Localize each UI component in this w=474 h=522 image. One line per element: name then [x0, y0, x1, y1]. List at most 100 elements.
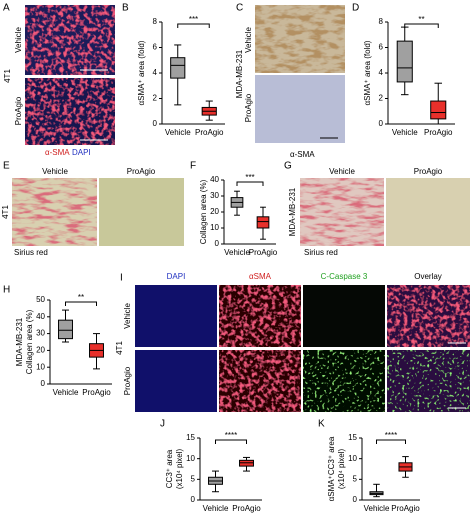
micrograph	[99, 178, 184, 246]
column-label: ProAgio	[127, 167, 156, 176]
micrograph	[387, 285, 470, 347]
significance: ***	[245, 173, 254, 182]
x-tick-label: ProAgio	[424, 128, 453, 137]
micrograph	[25, 78, 115, 145]
y-axis-label: Collagen area (%)	[199, 179, 208, 244]
y-tick-label: 20	[36, 346, 45, 355]
x-tick-label: Vehicle	[203, 504, 229, 513]
y-tick-label: 8	[153, 17, 158, 26]
y-tick-label: 4	[379, 68, 384, 77]
y-tick-label: 10	[348, 454, 357, 463]
y-tick-label: 15	[186, 433, 195, 442]
y-tick-label: 0	[379, 119, 384, 128]
panel-letter: C	[236, 3, 243, 14]
significance-bracket	[404, 23, 439, 28]
micrograph	[300, 178, 384, 246]
significance: **	[418, 15, 424, 24]
y-tick-label: 10	[186, 454, 195, 463]
row-label: 4T1	[3, 69, 12, 83]
column-label: ProAgio	[414, 167, 443, 176]
y-tick-label: 5	[353, 474, 358, 483]
stain-label: DAPI	[72, 148, 91, 157]
panel-letter: I	[120, 273, 123, 284]
column-label: DAPI	[167, 272, 186, 281]
y-tick-label: 10	[36, 362, 45, 371]
column-label: Overlay	[414, 272, 442, 281]
panel-letter: E	[3, 161, 10, 172]
y-tick-label: 0	[41, 379, 46, 388]
micrograph	[255, 5, 345, 73]
row-label: MDA-MB-231	[235, 49, 244, 98]
column-label: αSMA	[249, 272, 272, 281]
significance: ****	[225, 431, 237, 440]
y-tick-label: 30	[36, 329, 45, 338]
micrograph	[219, 350, 301, 412]
y-axis-label: αSMA⁺CC3⁺ area	[327, 436, 336, 501]
y-axis-label: (x10⁴ pixel)	[175, 448, 184, 489]
y-tick-label: 0	[215, 239, 220, 248]
y-tick-label: 2	[379, 94, 384, 103]
x-tick-label: ProAgio	[82, 388, 111, 397]
box	[58, 319, 73, 340]
y-tick-label: 0	[353, 495, 358, 504]
y-tick-label: 4	[153, 68, 158, 77]
y-axis-label: αSMA⁺ area (fold)	[363, 40, 372, 105]
significance-bracket	[177, 23, 210, 28]
x-tick-label: Vehicle	[165, 128, 191, 137]
column-label: Vehicle	[42, 167, 68, 176]
image-grid	[135, 285, 470, 412]
y-axis-label: Collagen area (%)	[25, 309, 34, 374]
significance: **	[78, 293, 84, 302]
row-label: ProAgio	[244, 93, 253, 122]
micrograph	[386, 178, 470, 246]
box	[170, 57, 186, 79]
y-tick-label: 40	[210, 175, 219, 184]
x-tick-label: Vehicle	[224, 248, 250, 257]
micrograph	[135, 350, 217, 412]
significance-bracket	[65, 301, 97, 306]
micrograph	[255, 75, 345, 143]
x-tick-label: ProAgio	[195, 128, 224, 137]
row-label: Vehicle	[244, 27, 253, 53]
panel-letter: J	[160, 419, 165, 430]
y-axis-label: CC3⁺ area	[165, 449, 174, 488]
x-tick-label: Vehicle	[364, 504, 390, 513]
micrograph	[303, 350, 385, 412]
y-tick-label: 10	[210, 223, 219, 232]
y-tick-label: 0	[191, 495, 196, 504]
y-tick-label: 6	[153, 43, 158, 52]
row-label: ProAgio	[123, 366, 132, 395]
row-label: MDA-MB-231	[288, 187, 297, 236]
y-tick-label: 40	[36, 312, 45, 321]
micrograph	[219, 285, 301, 347]
row-label: Vehicle	[123, 303, 132, 329]
micrograph	[135, 285, 217, 347]
y-tick-label: 15	[348, 433, 357, 442]
y-tick-label: 50	[36, 295, 45, 304]
significance: ****	[385, 431, 397, 440]
y-tick-label: 20	[210, 207, 219, 216]
stain-label: α-SMA	[45, 148, 70, 157]
column-label: C-Caspase 3	[321, 272, 368, 281]
y-tick-label: 0	[153, 119, 158, 128]
box	[396, 40, 413, 83]
stain-label: Sirius red	[14, 248, 48, 257]
x-tick-label: Vehicle	[53, 388, 79, 397]
panel-letter: A	[3, 3, 10, 14]
stain-label: Sirius red	[304, 248, 338, 257]
y-axis-label: MDA-MB-231	[15, 317, 24, 366]
x-tick-label: ProAgio	[232, 504, 261, 513]
y-tick-label: 30	[210, 191, 219, 200]
micrograph	[25, 5, 115, 75]
panel-letter: K	[318, 419, 325, 430]
micrograph	[387, 350, 470, 412]
significance: ***	[189, 15, 198, 24]
y-tick-label: 2	[153, 94, 158, 103]
y-axis-label: αSMA⁺ area (fold)	[137, 40, 146, 105]
y-tick-label: 8	[379, 17, 384, 26]
x-tick-label: Vehicle	[392, 128, 418, 137]
box	[430, 100, 447, 120]
panel-letter: D	[352, 3, 359, 14]
micrograph	[12, 178, 97, 246]
